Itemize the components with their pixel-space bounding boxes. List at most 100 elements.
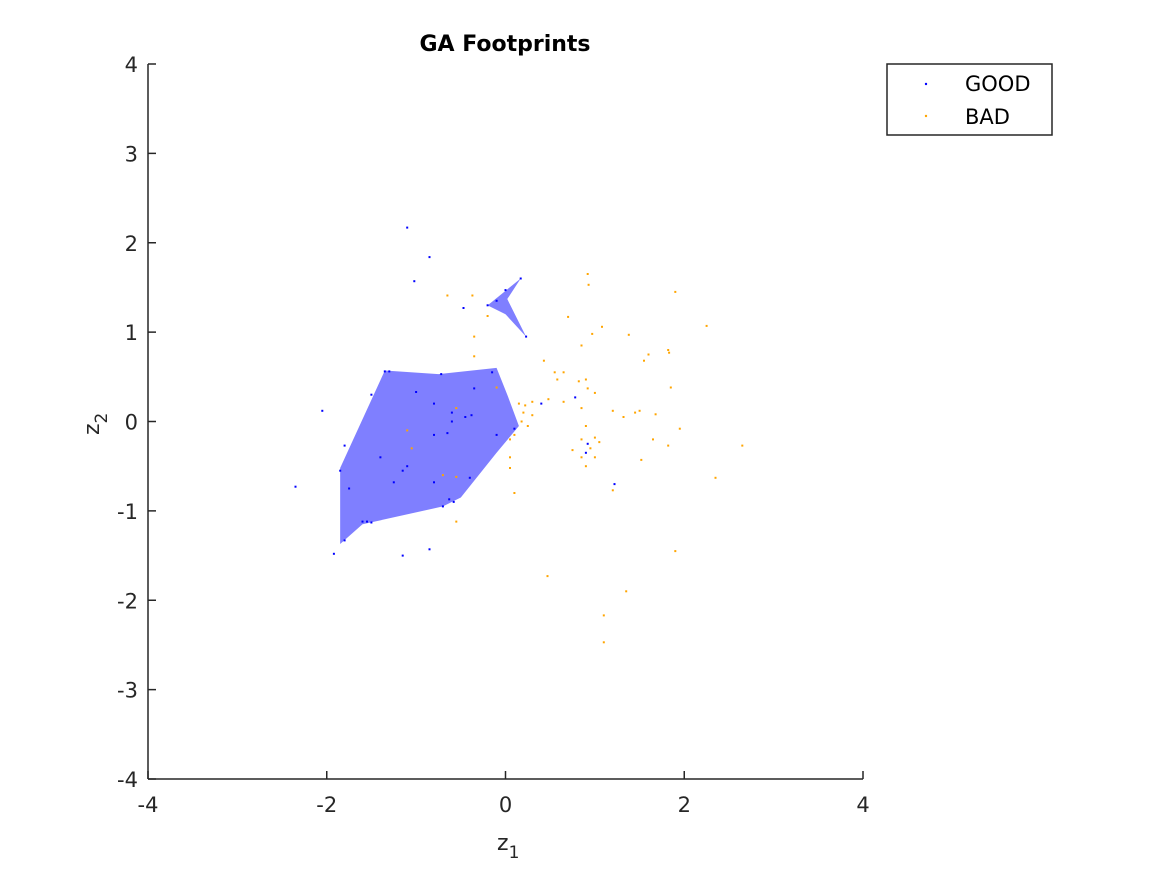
bad-point [601,325,603,328]
good-point [540,402,543,405]
good-point [332,552,335,555]
bad-series-layer [406,273,744,644]
bad-point [611,489,614,492]
bad-point [589,447,592,450]
y-tick-label: 3 [125,142,138,166]
good-point [392,481,395,484]
good-point [428,548,431,551]
good-point [370,521,373,524]
legend-bad-marker [924,114,928,118]
bad-point [473,335,476,338]
bad-point [553,371,556,374]
bad-point [580,344,583,347]
good-point [450,411,453,414]
bad-point [580,456,583,459]
good-point [339,469,342,472]
bad-point [674,290,677,293]
bad-point [674,550,677,553]
bad-point [593,436,596,439]
bad-point [509,467,511,469]
bad-point [593,456,596,459]
bad-point [571,449,574,452]
good-point [343,539,346,542]
y-tick-label: 1 [125,321,138,345]
bad-point [714,476,717,479]
good-point [440,373,443,376]
good-point [446,432,449,435]
good-point [486,304,489,307]
bad-point [455,520,458,523]
footprint-polygon-1 [340,367,519,544]
bad-point [567,315,570,318]
bad-point [602,614,605,617]
good-point [383,370,386,373]
y-tick-label: -2 [117,589,138,613]
bad-point [542,359,545,362]
y-tick-label: -1 [117,500,138,524]
good-point [415,391,418,393]
y-tick-label: 2 [125,232,138,256]
bad-point [591,332,594,335]
bad-point [584,425,587,427]
tick-labels-layer: -4 -2 0 2 4 -4 -3 -2 -1 0 1 2 3 4 [117,53,870,817]
y-tick-label: 4 [125,53,138,77]
y-tick-label: 0 [125,411,138,435]
bad-point [441,474,444,477]
good-point [464,416,467,418]
bad-point [547,398,550,401]
bad-point [622,416,625,418]
bad-point [602,641,605,644]
footprint-polygon-2 [487,278,527,337]
bad-point [455,407,458,410]
good-point [574,396,577,399]
bad-point [584,378,587,381]
bad-point [509,456,511,459]
bad-point [640,458,643,461]
legend-good-marker [924,82,928,86]
bad-point [586,387,589,390]
bad-point [669,386,672,389]
bad-point [513,433,516,436]
bad-point [473,355,476,358]
legend: GOOD BAD [886,63,1053,136]
y-tick-label: -3 [117,679,138,703]
good-point [441,505,444,508]
bad-point [667,444,670,447]
bad-point [531,414,534,417]
bad-point [611,409,614,412]
good-point [343,444,346,447]
good-point [513,427,516,430]
bad-point [627,333,630,336]
x-tick-label: 4 [856,793,869,817]
bad-point [625,590,628,593]
bad-point [643,359,645,362]
good-point [491,371,494,374]
bad-point [556,378,559,381]
bad-point [580,407,583,410]
bad-point [486,315,489,317]
bad-point [531,400,534,403]
good-point [462,307,465,309]
good-point [370,393,373,396]
bad-point [517,402,520,405]
bad-point [410,447,413,450]
good-point [294,485,297,488]
good-point [433,433,435,436]
bad-point [522,411,525,414]
good-point [504,289,507,292]
good-point [401,469,404,472]
bad-point [509,438,511,441]
bad-point [586,273,589,275]
y-axis-label: z2 [80,413,112,435]
bad-point [634,411,637,414]
bad-point [562,400,565,403]
x-axis-label: z1 [497,831,519,863]
bad-point [455,475,458,478]
good-series-layer [294,226,616,557]
bad-point [741,444,744,447]
bad-point [638,409,641,412]
bad-point [513,492,516,494]
good-point [448,498,451,501]
bad-point [654,413,657,416]
